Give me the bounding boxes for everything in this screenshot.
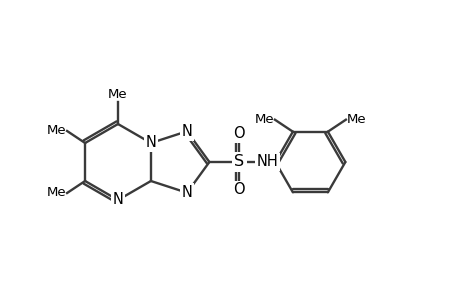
Text: N: N [181,185,192,200]
Text: Me: Me [46,124,66,137]
Text: Me: Me [346,113,366,126]
Text: N: N [145,136,156,151]
Text: Me: Me [254,113,273,126]
Text: Me: Me [46,187,66,200]
Text: N: N [181,124,192,139]
Text: N: N [112,193,123,208]
Text: O: O [233,127,245,142]
Text: S: S [234,154,244,169]
Text: O: O [233,182,245,197]
Text: Me: Me [108,88,128,101]
Text: NH: NH [256,154,278,169]
